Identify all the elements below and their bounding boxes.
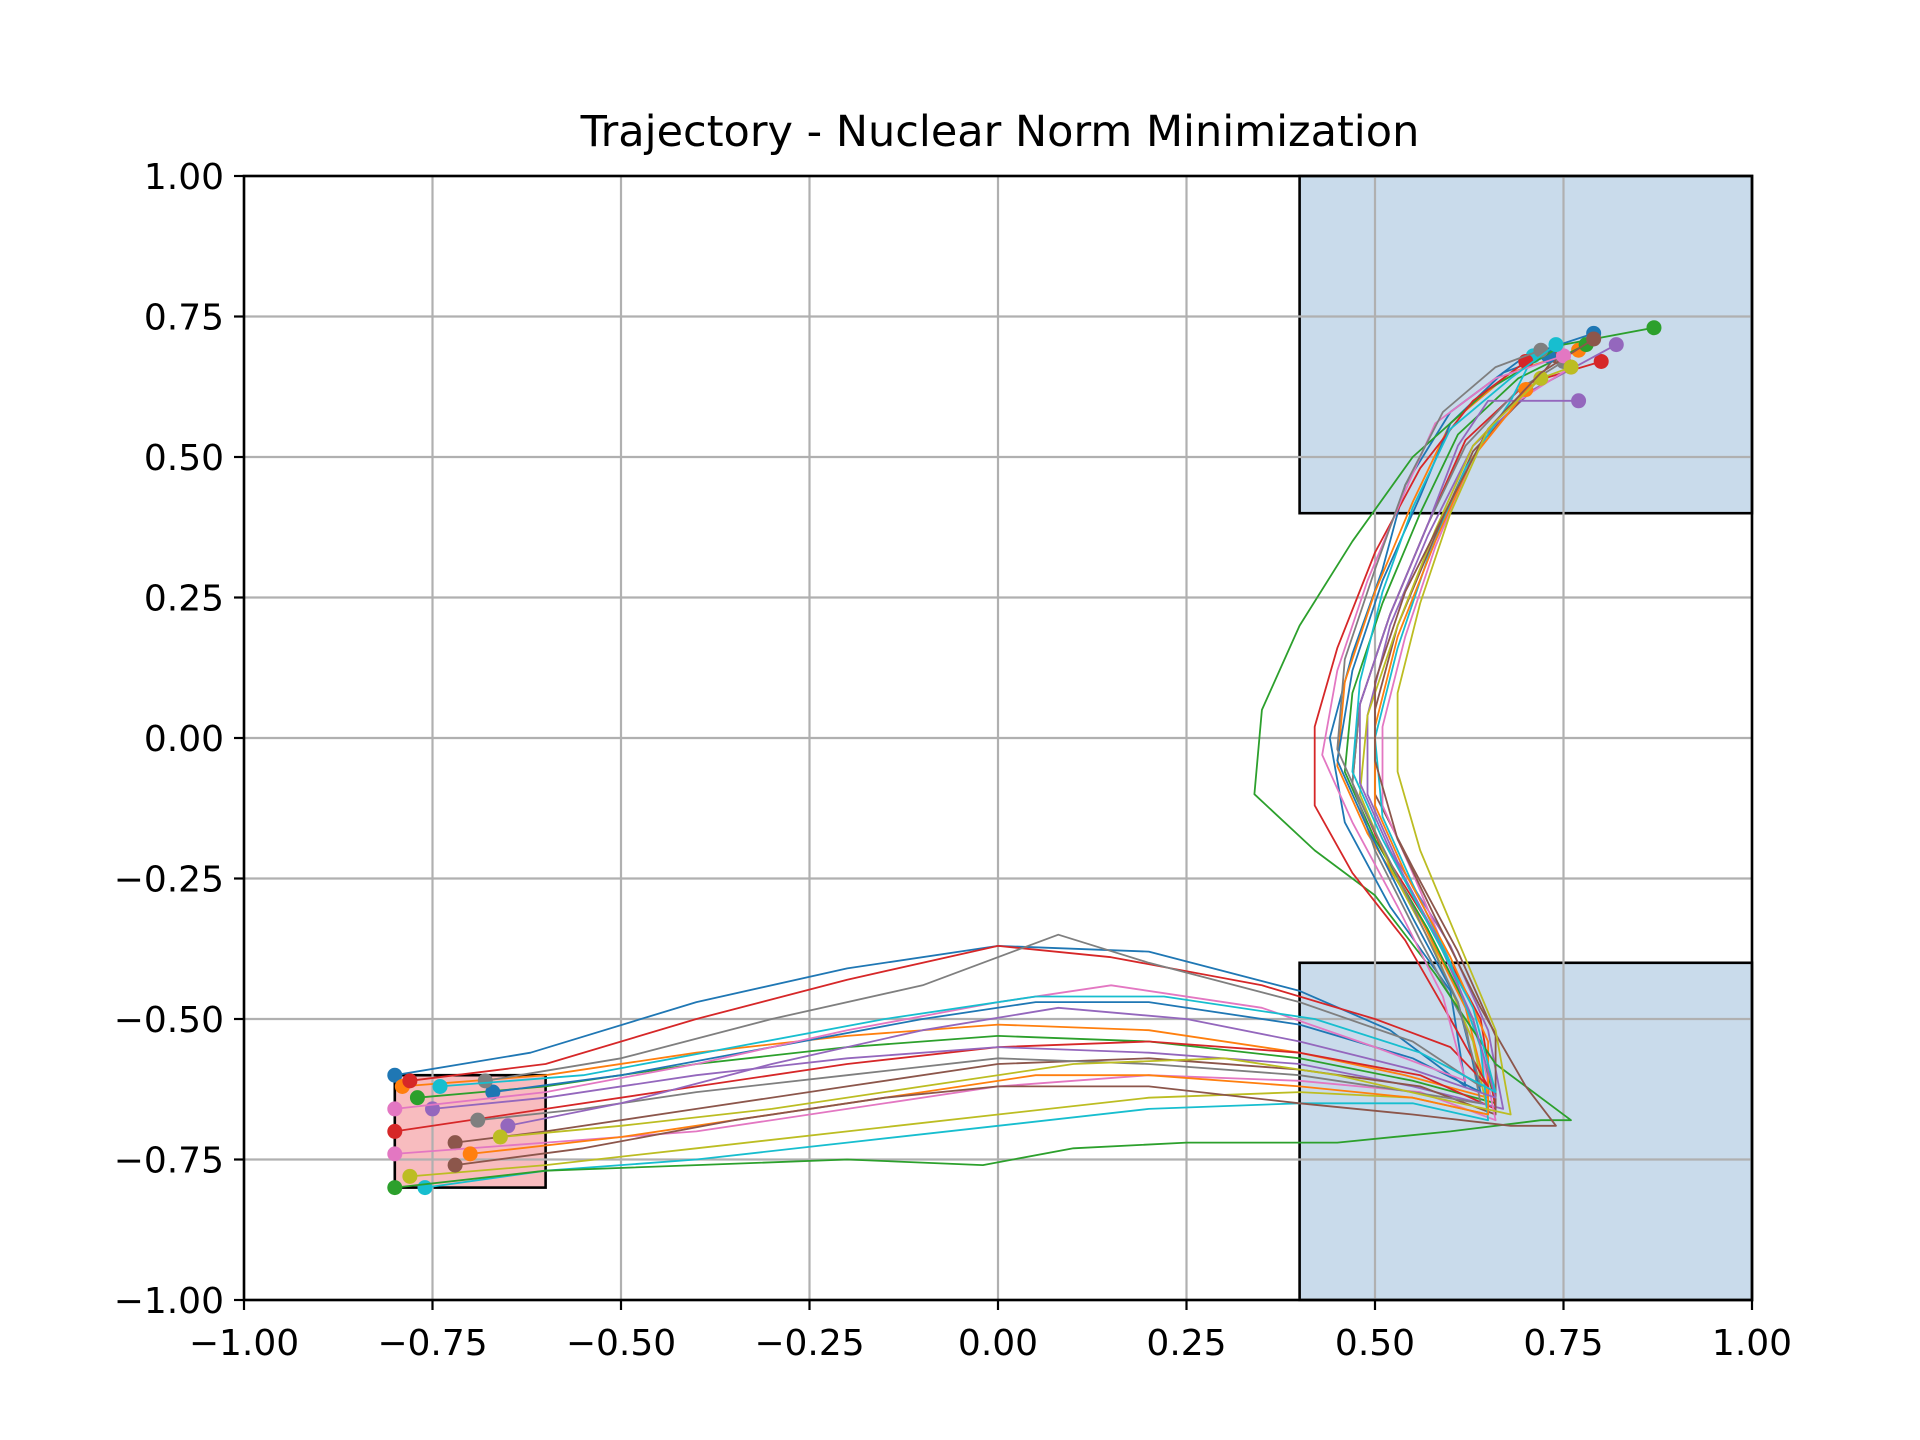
start-point: [500, 1118, 516, 1134]
start-point: [447, 1157, 463, 1173]
start-point: [387, 1101, 403, 1117]
trajectory-line: [432, 343, 1617, 1110]
trajectory-line: [402, 349, 1579, 1099]
y-tick-label: 0.50: [144, 438, 224, 479]
start-point: [432, 1078, 448, 1094]
trajectory-line: [470, 389, 1527, 1155]
y-tick-label: −0.75: [114, 1141, 224, 1182]
x-tick-label: 0.75: [1523, 1323, 1603, 1364]
y-tick-label: 0.25: [144, 579, 224, 620]
y-tick-label: −0.50: [114, 1000, 224, 1041]
end-point: [1563, 359, 1579, 375]
trajectory-line: [485, 349, 1542, 1088]
x-tick-label: 0.25: [1146, 1323, 1226, 1364]
trajectory-line: [394, 354, 1564, 1110]
end-point: [1556, 348, 1571, 364]
start-point: [409, 1090, 425, 1106]
chart-title: Trajectory - Nuclear Norm Minimization: [580, 107, 1420, 157]
y-tick-label: 0.00: [144, 719, 224, 760]
x-tick-label: −1.00: [189, 1323, 299, 1364]
end-point: [1608, 337, 1624, 353]
obstacle-region: [1298, 961, 1754, 1302]
end-point: [1548, 337, 1564, 353]
y-tick-label: −0.25: [114, 860, 224, 901]
y-tick-label: 0.75: [144, 298, 224, 339]
start-point: [492, 1129, 508, 1145]
end-point: [1586, 331, 1602, 347]
start-point: [402, 1073, 418, 1089]
trajectory-line: [454, 355, 1557, 1144]
trajectory-line: [454, 338, 1595, 1166]
start-point: [477, 1073, 493, 1089]
start-point: [387, 1067, 403, 1083]
start-point: [402, 1168, 418, 1184]
start-point: [387, 1180, 403, 1196]
y-tick-label: 1.00: [144, 157, 224, 198]
start-point: [387, 1123, 403, 1139]
x-tick-label: 0.00: [958, 1323, 1038, 1364]
start-point: [485, 1084, 501, 1100]
end-point: [1593, 353, 1609, 369]
trajectory-line: [500, 366, 1572, 1138]
trajectory-line: [394, 326, 1655, 1189]
x-tick-label: −0.25: [754, 1323, 864, 1364]
obstacle-region: [1298, 174, 1754, 515]
x-tick-label: −0.75: [377, 1323, 487, 1364]
end-point: [1646, 320, 1662, 336]
x-tick-label: −0.50: [566, 1323, 676, 1364]
trajectory-line: [439, 343, 1557, 1093]
start-point: [417, 1180, 433, 1196]
y-tick-label: −1.00: [114, 1281, 224, 1322]
trajectory-line: [409, 360, 1527, 1088]
start-point: [387, 1146, 403, 1162]
end-point: [1571, 393, 1587, 409]
start-point: [462, 1146, 478, 1162]
plot-area: −1.00 −0.75 −0.50 −0.25 0.00 0.25 0.50 0.75 1.00…: [114, 157, 1792, 1364]
x-tick-label: 1.00: [1712, 1323, 1792, 1364]
trajectory-line: [507, 399, 1579, 1127]
start-point: [447, 1135, 463, 1151]
start-point: [470, 1112, 486, 1128]
x-tick-label: 0.50: [1335, 1323, 1415, 1364]
